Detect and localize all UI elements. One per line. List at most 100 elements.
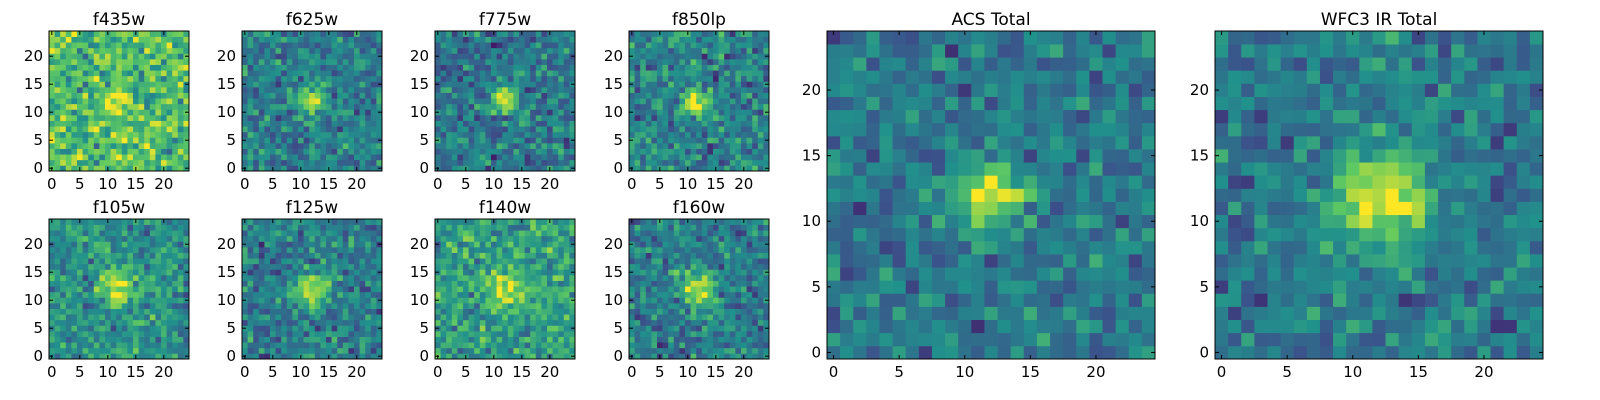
heatmap-cell bbox=[435, 70, 441, 77]
heatmap-cell bbox=[496, 92, 503, 99]
heatmap-cell bbox=[105, 325, 111, 332]
heatmap-cell bbox=[718, 286, 725, 293]
heatmap-cell bbox=[258, 92, 265, 99]
heatmap-cell bbox=[326, 336, 332, 343]
heatmap-cell bbox=[337, 280, 344, 287]
heatmap-cell bbox=[724, 143, 731, 149]
heatmap-cell bbox=[155, 143, 162, 149]
heatmap-cell bbox=[485, 241, 492, 248]
heatmap-cell bbox=[752, 291, 759, 298]
heatmap-cell bbox=[701, 325, 708, 332]
heatmap-cell bbox=[547, 252, 553, 259]
heatmap-cell bbox=[172, 143, 179, 149]
heatmap-cell bbox=[457, 53, 464, 60]
heatmap-cell bbox=[707, 120, 714, 127]
heatmap-cell bbox=[634, 347, 641, 354]
heatmap-cell bbox=[376, 31, 383, 37]
heatmap-cell bbox=[54, 131, 61, 138]
heatmap-cell bbox=[496, 247, 503, 253]
heatmap-cell bbox=[729, 143, 736, 149]
heatmap-cell bbox=[485, 126, 492, 133]
heatmap-cell bbox=[552, 103, 559, 110]
heatmap-cell bbox=[634, 286, 641, 293]
heatmap-cell bbox=[541, 115, 548, 121]
heatmap-cell bbox=[468, 31, 475, 37]
heatmap-cell bbox=[286, 59, 293, 65]
heatmap-cell bbox=[657, 143, 663, 149]
heatmap-cell bbox=[679, 42, 686, 49]
heatmap-cell bbox=[701, 154, 708, 161]
heatmap-cell bbox=[359, 120, 366, 127]
heatmap-cell bbox=[485, 247, 492, 253]
heatmap-cell bbox=[337, 224, 344, 231]
heatmap-cell bbox=[177, 92, 184, 99]
heatmap-cell bbox=[524, 98, 531, 105]
heatmap-cell bbox=[65, 241, 72, 248]
heatmap-cell bbox=[99, 331, 106, 337]
heatmap-cell bbox=[281, 219, 288, 225]
heatmap-cell bbox=[547, 75, 553, 82]
heatmap-cell bbox=[348, 148, 355, 155]
heatmap-cell bbox=[474, 92, 481, 99]
heatmap-cell bbox=[49, 308, 55, 315]
heatmap-cell bbox=[342, 347, 349, 354]
heatmap-cell bbox=[49, 224, 55, 231]
heatmap-cell bbox=[275, 325, 282, 332]
heatmap-cell bbox=[757, 75, 764, 82]
heatmap-cell bbox=[435, 275, 441, 281]
heatmap-cell bbox=[519, 308, 525, 315]
heatmap-cell bbox=[172, 308, 179, 315]
heatmap-cell bbox=[530, 87, 537, 93]
heatmap-cell bbox=[491, 70, 497, 77]
heatmap-cell bbox=[253, 347, 260, 354]
heatmap-cell bbox=[110, 126, 117, 133]
heatmap-cell bbox=[440, 235, 447, 242]
heatmap-cell bbox=[303, 126, 310, 133]
heatmap-cell bbox=[71, 154, 78, 161]
y-tick-label: 20 bbox=[410, 47, 429, 65]
heatmap-cell bbox=[485, 252, 492, 259]
heatmap-cell bbox=[457, 70, 464, 77]
heatmap-cell bbox=[524, 42, 531, 49]
heatmap-cell bbox=[365, 36, 372, 43]
heatmap-cell bbox=[281, 280, 288, 287]
heatmap-cell bbox=[752, 303, 759, 309]
heatmap-cell bbox=[558, 36, 565, 43]
heatmap-cell bbox=[507, 331, 514, 337]
heatmap-cell bbox=[247, 258, 254, 265]
heatmap-cell bbox=[657, 47, 663, 54]
heatmap-cell bbox=[640, 92, 647, 99]
heatmap-cell bbox=[724, 36, 731, 43]
heatmap-cell bbox=[326, 331, 332, 337]
heatmap-cell bbox=[668, 98, 675, 105]
heatmap-cell bbox=[552, 224, 559, 231]
heatmap-cell bbox=[342, 235, 349, 242]
heatmap-cell bbox=[71, 131, 78, 138]
heatmap-cell bbox=[370, 336, 377, 343]
heatmap-cell bbox=[552, 280, 559, 287]
heatmap-cell bbox=[71, 64, 78, 71]
heatmap-cell bbox=[541, 92, 548, 99]
heatmap-cell bbox=[558, 98, 565, 105]
heatmap-cell bbox=[149, 64, 156, 71]
heatmap-cell bbox=[713, 36, 719, 43]
heatmap-cell bbox=[183, 70, 190, 77]
heatmap-cell bbox=[105, 126, 111, 133]
heatmap-cell bbox=[105, 258, 111, 265]
heatmap-cell bbox=[735, 143, 742, 149]
heatmap-cell bbox=[530, 103, 537, 110]
heatmap-cell bbox=[326, 53, 332, 60]
heatmap-cell bbox=[707, 53, 714, 60]
heatmap-cell bbox=[359, 347, 366, 354]
heatmap-cell bbox=[309, 336, 316, 343]
heatmap-cell bbox=[718, 131, 725, 138]
heatmap-cell bbox=[479, 230, 486, 237]
heatmap-cell bbox=[645, 308, 652, 315]
heatmap-cell bbox=[155, 31, 162, 37]
heatmap-cell bbox=[247, 126, 254, 133]
heatmap-cell bbox=[679, 143, 686, 149]
heatmap-cell bbox=[331, 269, 338, 276]
heatmap-cell bbox=[524, 81, 531, 88]
heatmap-cell bbox=[121, 230, 128, 237]
heatmap-cell bbox=[177, 303, 184, 309]
